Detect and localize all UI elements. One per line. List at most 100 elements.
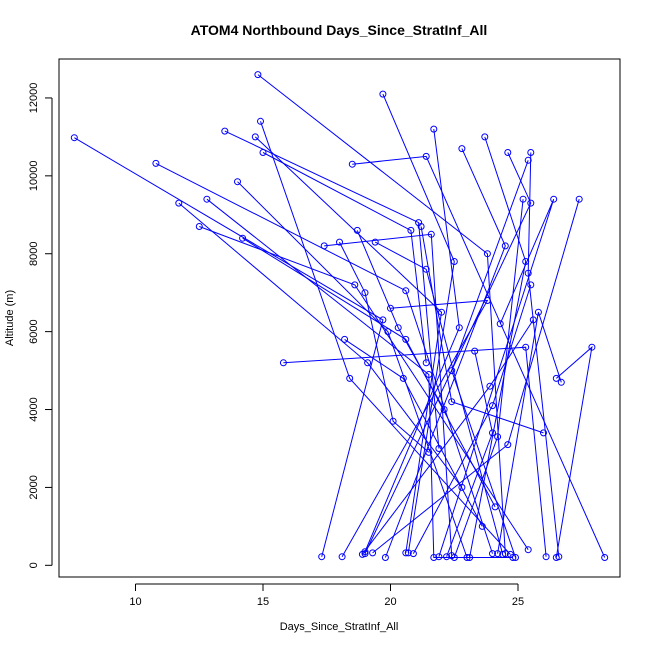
x-axis: 10 15 20 25 [129,583,524,608]
series-line [527,152,560,557]
data-point [496,320,504,328]
series-track [443,347,496,561]
series-line [206,198,513,558]
data-point [552,554,560,561]
data-point [450,554,458,561]
data-point [552,374,560,382]
series-line [237,181,468,558]
data-point [203,195,211,203]
series-track [552,343,596,561]
data-point [381,554,389,561]
series-line [372,199,580,554]
series-line [364,152,532,554]
data-point [379,90,387,98]
data-point [341,335,349,343]
data-point [504,441,512,449]
data-point [279,359,287,367]
series-line [412,284,532,554]
data-point [422,359,430,367]
data-point [550,195,558,203]
data-point [259,149,267,156]
data-point [399,374,407,382]
data-point [379,316,387,324]
data-point [430,125,438,133]
data-point [338,553,346,561]
data-point [364,359,372,367]
series-line [438,199,555,557]
series-layer [70,71,609,561]
series-track [381,145,509,561]
series-line [283,346,547,557]
series-line [555,345,593,558]
data-point [254,71,262,79]
series-line [257,74,506,554]
series-line [352,155,606,558]
data-point [409,550,417,558]
x-tick-label: 25 [512,596,524,608]
series-line [374,241,504,555]
data-point [430,554,438,561]
data-point [478,522,486,530]
series-track [358,316,537,558]
series-line [74,137,384,557]
y-tick-label: 6000 [28,319,40,343]
series-track [466,133,530,561]
series-track [435,195,558,561]
data-point [361,289,369,297]
x-tick-label: 15 [257,596,269,608]
data-point [529,316,537,324]
data-point [601,554,609,561]
series-line [260,121,511,555]
data-point [540,429,547,437]
series-track [254,71,509,558]
data-point [425,448,433,456]
data-point [435,553,443,561]
data-point [369,549,377,557]
series-line [451,160,529,558]
data-point [353,226,361,234]
data-point [358,550,366,558]
data-point [427,230,435,238]
chart-title: ATOM4 Northbound Days_Since_StratInf_All [191,22,488,38]
data-point [466,554,474,561]
data-point [494,433,502,441]
y-axis: 0 2000 4000 6000 8000 10000 12000 [28,83,53,568]
series-line [155,162,493,554]
series-line [262,152,427,363]
data-point [440,406,448,413]
data-point [527,149,535,156]
data-point [557,378,565,386]
series-track [494,308,565,558]
data-point [351,281,359,289]
data-point [371,238,379,246]
data-point [152,159,160,167]
data-point [501,242,509,250]
data-point [575,195,583,203]
data-point [489,550,496,558]
data-point [422,265,430,273]
data-point [394,324,402,332]
series-line [362,319,534,555]
data-point [524,546,532,554]
data-point [70,134,78,142]
data-point [318,553,326,561]
data-point [417,223,425,230]
data-point [504,149,512,156]
series-track [348,152,609,561]
series-track [369,195,583,557]
y-tick-label: 0 [28,562,40,568]
plot-frame [58,58,621,578]
series-line [453,199,524,558]
data-point [499,550,507,558]
data-point [407,226,415,234]
series-line [254,136,443,553]
series-line [384,148,506,558]
data-point [527,199,535,207]
data-point [486,382,494,390]
data-point [542,553,550,561]
series-track [338,297,491,561]
data-point [489,402,496,410]
series-track [379,90,458,557]
series-line [364,129,460,552]
data-point [346,374,354,382]
